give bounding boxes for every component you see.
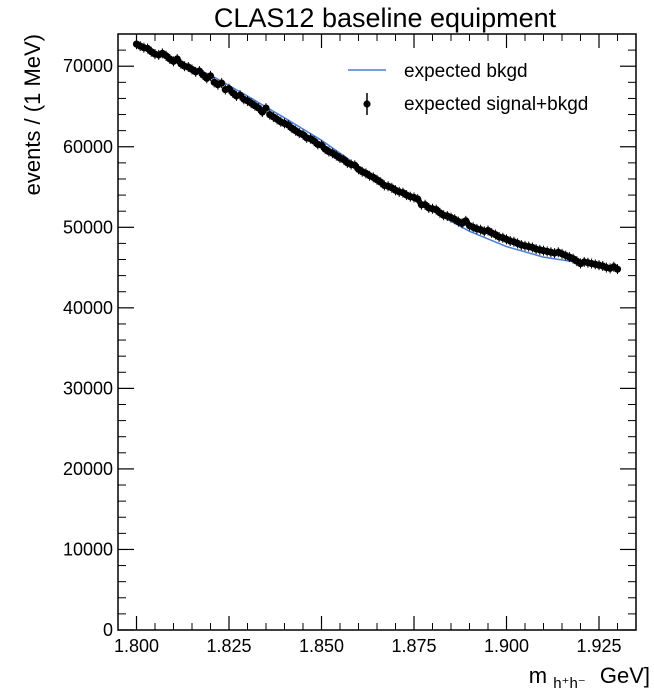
x-axis: 1.800 1.825 1.850 1.875 1.900 1.925	[114, 34, 637, 656]
data-point	[218, 79, 226, 87]
chart-title: CLAS12 baseline equipment	[214, 3, 557, 33]
x-tick-label: 1.850	[299, 636, 344, 656]
x-tick-label: 1.800	[114, 636, 159, 656]
x-axis-label-main: m	[529, 663, 547, 688]
x-tick-label: 1.900	[484, 636, 529, 656]
y-axis-label: events / (1 MeV)	[20, 34, 45, 195]
y-axis: 0 10000 20000 30000 40000 50000 60000 70000	[63, 33, 636, 640]
y-tick-label: 50000	[63, 217, 113, 237]
x-axis-label-unit: GeV]	[600, 663, 650, 688]
data-point	[206, 72, 215, 80]
y-tick-label: 20000	[63, 459, 113, 479]
y-tick-label: 10000	[63, 539, 113, 559]
x-tick-label: 1.875	[391, 636, 436, 656]
x-axis-label-sub: h⁺h⁻	[553, 675, 586, 692]
x-tick-label: 1.925	[576, 636, 621, 656]
data-points-layer	[132, 39, 622, 275]
legend: expected bkgd expected signal+bkgd	[348, 61, 588, 115]
legend-signal-marker	[363, 100, 371, 108]
legend-signal-label: expected signal+bkgd	[404, 94, 588, 115]
y-tick-label: 0	[103, 620, 113, 640]
y-tick-label: 60000	[63, 137, 113, 157]
y-tick-label: 40000	[63, 298, 113, 318]
legend-bkgd-label: expected bkgd	[404, 61, 528, 82]
y-tick-label: 70000	[63, 56, 113, 76]
data-point	[613, 265, 622, 273]
data-point	[414, 195, 422, 203]
data-point	[262, 104, 270, 112]
y-tick-label: 30000	[63, 378, 113, 398]
x-tick-label: 1.825	[206, 636, 251, 656]
x-axis-label: m h⁺h⁻ GeV]	[529, 663, 650, 692]
